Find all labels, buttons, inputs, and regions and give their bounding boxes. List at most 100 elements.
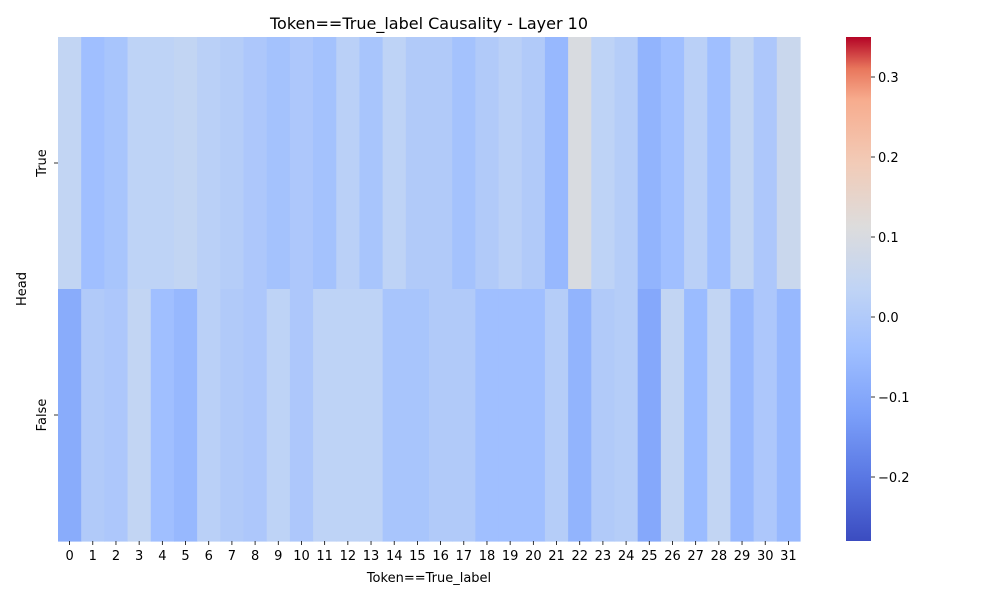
heatmap-cell [544,37,569,290]
heatmap-cell [197,289,221,542]
heatmap-cell [776,289,801,542]
x-tick-label: 18 [479,549,496,564]
x-tick-label: 28 [711,549,728,564]
heatmap-cell [150,289,175,542]
heatmap-cell [521,37,546,290]
heatmap-cell [591,37,616,290]
heatmap-cell [243,37,268,290]
heatmap-cell [220,37,245,290]
colorbar-tick-label: 0.2 [878,151,899,166]
heatmap-cell [544,289,569,542]
x-tick-label: 23 [595,549,612,564]
x-tick-label: 5 [181,549,189,564]
colorbar-tick-label: −0.2 [878,471,910,486]
heatmap-cell [707,37,732,290]
x-tick-label: 17 [456,549,473,564]
heatmap-cell [753,289,778,542]
heatmap-cell [313,37,337,290]
x-tick-label: 12 [340,549,357,564]
heatmap-cells [58,37,801,542]
heatmap-cell [359,37,384,290]
x-tick-label: 9 [274,549,282,564]
heatmap-cell [521,289,546,542]
heatmap-cell [475,37,500,290]
heatmap-cell [776,37,801,290]
x-tick-label: 8 [251,549,259,564]
x-tick-label: 31 [780,549,797,564]
heatmap-cell [266,289,291,542]
heatmap-cell [730,289,755,542]
heatmap-cell [382,289,407,542]
heatmap-cell [104,37,129,290]
x-tick-label: 3 [135,549,143,564]
x-tick-label: 19 [502,549,519,564]
x-tick-label: 25 [641,549,658,564]
x-tick-label: 11 [316,549,333,564]
heatmap-cell [660,37,685,290]
chart-title: Token==True_label Causality - Layer 10 [269,14,588,34]
heatmap-cell [405,37,430,290]
heatmap-cell [81,289,105,542]
y-tick-label: True [35,149,50,178]
colorbar-tick-label: 0.0 [878,311,899,326]
x-tick-label: 20 [525,549,542,564]
x-axis-ticks: 0 1 2 3 4 5 6 7 8 9 10 11 12 13 14 15 16 17 18 19 20 21 22 23 24… [65,541,797,564]
colorbar [846,37,871,541]
heatmap-cell [266,37,291,290]
heatmap-cell [313,289,337,542]
heatmap-cell [289,289,314,542]
heatmap-cell [568,289,592,542]
x-tick-label: 13 [363,549,380,564]
y-axis-ticks: True False [35,149,58,431]
colorbar-tick-label: −0.1 [878,391,910,406]
heatmap-cell [243,289,268,542]
x-tick-label: 4 [158,549,166,564]
heatmap-cell [498,289,523,542]
heatmap-cell [127,37,152,290]
x-tick-label: 14 [386,549,403,564]
heatmap-cell [127,289,152,542]
heatmap-cell [660,289,685,542]
heatmap-cell [684,37,708,290]
colorbar-ticks: 0.3 0.2 0.1 0.0 −0.1 −0.2 [871,71,910,486]
y-tick-label: False [35,399,50,432]
heatmap-cell [173,37,198,290]
heatmap-cell [429,37,453,290]
heatmap-cell [429,289,453,542]
x-tick-label: 16 [432,549,449,564]
heatmap-cell [637,37,662,290]
heatmap-cell [614,289,639,542]
x-tick-label: 0 [65,549,73,564]
x-tick-label: 24 [618,549,635,564]
heatmap-cell [150,37,175,290]
heatmap-cell [81,37,105,290]
heatmap-cell [382,37,407,290]
heatmap-cell [197,37,221,290]
x-tick-label: 21 [548,549,565,564]
y-axis-title: Head [15,272,30,306]
x-axis-title: Token==True_label [366,571,491,586]
colorbar-tick-label: 0.3 [878,71,899,86]
x-tick-label: 7 [228,549,236,564]
x-tick-label: 26 [664,549,681,564]
x-tick-label: 1 [89,549,97,564]
heatmap-cell [405,289,430,542]
heatmap-cell [498,37,523,290]
heatmap-cell [173,289,198,542]
x-tick-label: 2 [112,549,120,564]
x-tick-label: 27 [687,549,704,564]
x-tick-label: 10 [293,549,310,564]
heatmap-cell [730,37,755,290]
heatmap-cell [591,289,616,542]
heatmap-cell [452,37,476,290]
heatmap-cell [104,289,129,542]
x-tick-label: 22 [571,549,588,564]
x-tick-label: 29 [734,549,751,564]
heatmap-cell [220,289,245,542]
heatmap-cell [475,289,500,542]
heatmap-cell [359,289,384,542]
x-tick-label: 30 [757,549,774,564]
x-tick-label: 6 [205,549,213,564]
